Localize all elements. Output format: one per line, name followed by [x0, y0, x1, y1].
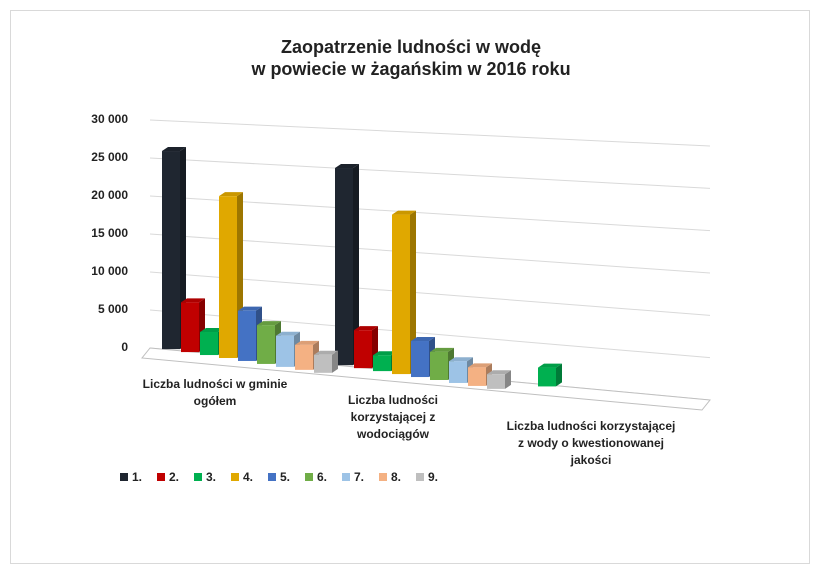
bar: [468, 367, 486, 386]
bar: [335, 168, 353, 366]
grid-line: [149, 271, 711, 316]
bar: [257, 325, 275, 364]
bar: [276, 335, 294, 367]
bar: [392, 214, 410, 375]
bar-side: [353, 164, 359, 366]
bar: [487, 374, 505, 389]
legend-swatch: [231, 473, 239, 481]
bar: [430, 351, 448, 380]
chart-title: Zaopatrzenie ludności w wodę w powiecie …: [251, 37, 571, 79]
bar: [295, 344, 313, 370]
bar-side: [556, 363, 562, 387]
bar: [162, 151, 180, 350]
legend-swatch: [379, 473, 387, 481]
bar-top: [314, 350, 338, 355]
bar-top: [276, 331, 300, 336]
bar-side: [180, 147, 186, 350]
y-tick-label: 25 000: [91, 150, 128, 164]
bar-side: [332, 350, 338, 373]
bar: [219, 196, 237, 359]
x-tick-label: Liczba ludności w gminie ogółem: [142, 377, 288, 408]
bar-top: [181, 298, 205, 303]
y-tick-label: 20 000: [91, 188, 128, 202]
bar: [200, 332, 218, 356]
legend-swatch: [342, 473, 350, 481]
bar-top: [392, 210, 416, 215]
bar-top: [238, 306, 262, 311]
legend-swatch: [194, 473, 202, 481]
bar: [314, 354, 332, 373]
legend-swatch: [268, 473, 276, 481]
bar: [449, 361, 467, 383]
legend-label: 4.: [243, 470, 253, 484]
bar-top: [538, 363, 562, 368]
bar-top: [411, 337, 435, 342]
grid-line: [149, 119, 711, 147]
y-tick-label: 15 000: [91, 226, 128, 240]
grid-line: [149, 157, 711, 189]
bar-top: [295, 340, 319, 345]
bar-side: [410, 210, 416, 375]
legend-swatch: [157, 473, 165, 481]
y-tick-label: 5 000: [98, 302, 128, 316]
legend-label: 6.: [317, 470, 327, 484]
legend-label: 2.: [169, 470, 179, 484]
legend-label: 5.: [280, 470, 290, 484]
bar: [181, 302, 199, 353]
x-tick-label: Liczba ludności korzystającej z wody o k…: [506, 419, 676, 467]
bar-side: [505, 370, 511, 389]
bar-top: [468, 363, 492, 368]
legend-swatch: [120, 473, 128, 481]
legend-label: 3.: [206, 470, 216, 484]
bar-top: [219, 192, 243, 197]
bar: [411, 341, 429, 378]
bar-top: [354, 326, 378, 331]
x-tick-label: Liczba ludności korzystającej z wodociąg…: [347, 393, 438, 441]
bar-top: [487, 370, 511, 375]
bar-top: [335, 164, 359, 169]
legend-label: 7.: [354, 470, 364, 484]
bar: [373, 355, 391, 372]
bar-top: [373, 351, 397, 356]
bar: [238, 310, 256, 361]
legend-swatch: [416, 473, 424, 481]
legend-swatch: [305, 473, 313, 481]
bar-top: [257, 321, 281, 326]
bar-top: [162, 147, 186, 152]
bar-top: [200, 328, 224, 333]
bar-top: [449, 357, 473, 362]
bar-top: [430, 347, 454, 352]
bar: [538, 367, 556, 387]
y-tick-label: 0: [121, 340, 128, 354]
legend-label: 9.: [428, 470, 438, 484]
grid-line: [149, 195, 711, 232]
legend-label: 8.: [391, 470, 401, 484]
chart-frame: [10, 10, 810, 564]
y-tick-label: 10 000: [91, 264, 128, 278]
y-tick-label: 30 000: [91, 112, 128, 126]
legend-label: 1.: [132, 470, 142, 484]
bar: [354, 330, 372, 369]
grid-line: [149, 233, 711, 274]
